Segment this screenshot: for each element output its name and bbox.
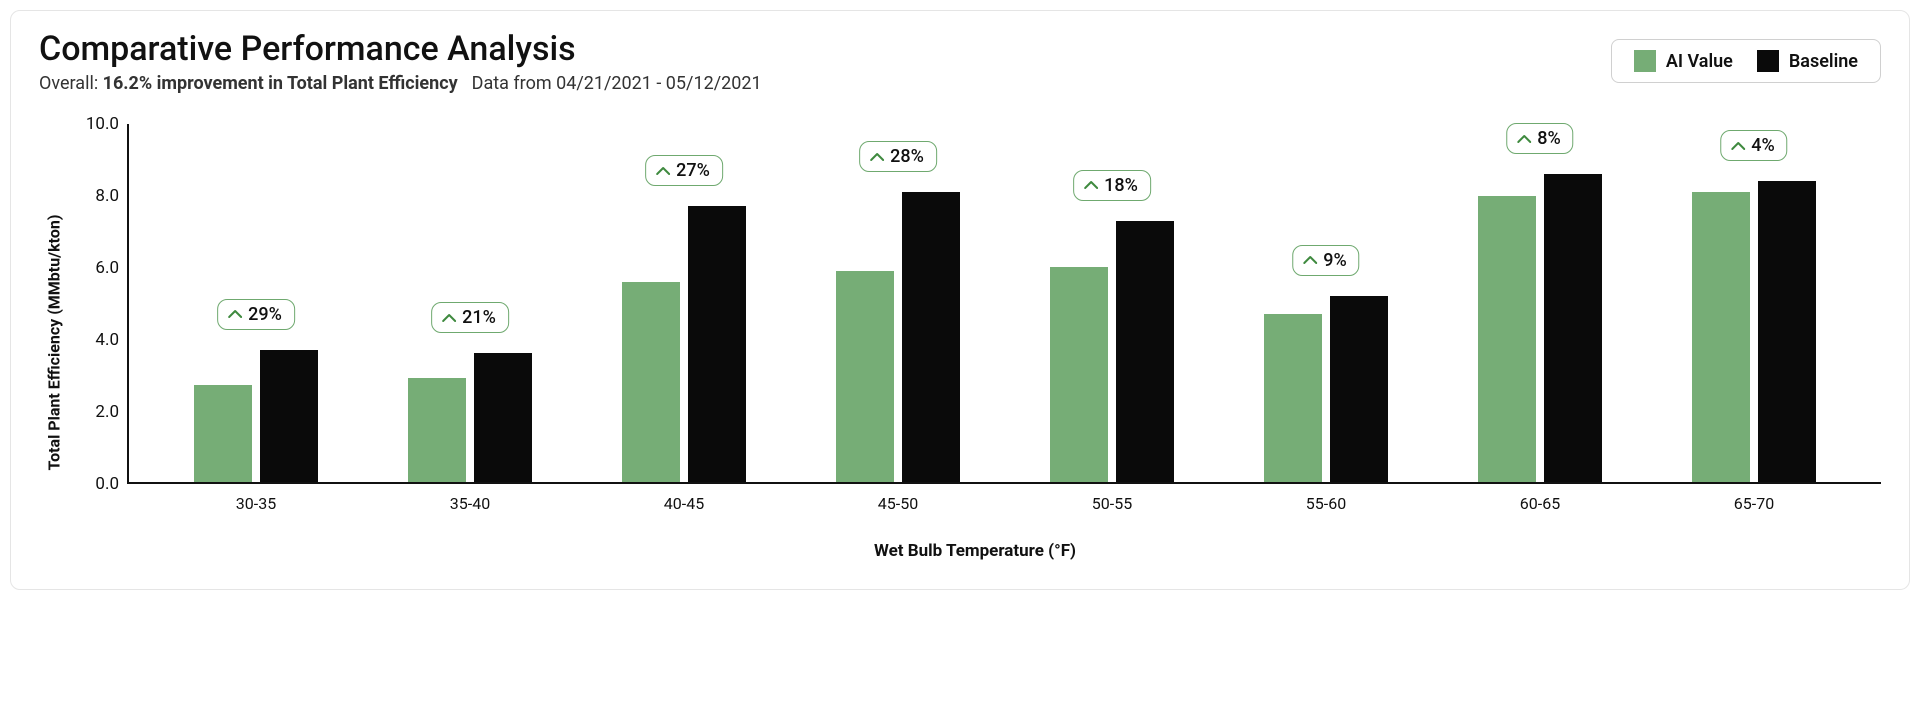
y-tick: 4.0 xyxy=(95,330,119,350)
chevron-up-icon xyxy=(1517,134,1531,144)
legend: AI Value Baseline xyxy=(1611,39,1881,83)
chevron-up-icon xyxy=(1084,180,1098,190)
bar-group: 4% xyxy=(1647,124,1861,482)
x-tick: 65-70 xyxy=(1647,484,1861,513)
y-axis: 0.02.04.06.08.010.0 xyxy=(69,124,129,484)
improvement-value: 21% xyxy=(462,307,496,328)
badge-holder: 29% xyxy=(217,299,295,340)
legend-swatch-baseline xyxy=(1757,50,1779,72)
bar-group: 9% xyxy=(1219,124,1433,482)
badge-holder: 27% xyxy=(645,155,723,196)
legend-label-ai: AI Value xyxy=(1666,51,1733,72)
bar-baseline xyxy=(1330,296,1388,482)
badge-holder: 4% xyxy=(1720,130,1787,171)
badge-holder: 21% xyxy=(431,302,509,343)
x-tick: 45-50 xyxy=(791,484,1005,513)
x-axis-ticks: 30-3535-4040-4545-5050-5555-6060-6565-70 xyxy=(129,484,1881,513)
bar-ai xyxy=(622,282,680,482)
bar-ai xyxy=(1050,267,1108,482)
improvement-badge: 8% xyxy=(1506,123,1573,154)
improvement-badge: 29% xyxy=(217,299,295,330)
subtitle-strong: 16.2% improvement in Total Plant Efficie… xyxy=(103,73,458,94)
chart-subtitle: Overall: 16.2% improvement in Total Plan… xyxy=(39,73,762,94)
legend-swatch-ai xyxy=(1634,50,1656,72)
title-block: Comparative Performance Analysis Overall… xyxy=(39,29,762,124)
improvement-value: 9% xyxy=(1323,250,1346,271)
x-tick: 55-60 xyxy=(1219,484,1433,513)
improvement-value: 18% xyxy=(1104,175,1138,196)
bar-group: 27% xyxy=(577,124,791,482)
chevron-up-icon xyxy=(1731,141,1745,151)
bar-baseline xyxy=(1544,174,1602,482)
badge-holder: 28% xyxy=(859,141,937,182)
chevron-up-icon xyxy=(870,152,884,162)
bar-baseline xyxy=(902,192,960,482)
bar-ai xyxy=(1264,314,1322,482)
badge-holder: 9% xyxy=(1292,245,1359,286)
plot-area: 29% 21% 27% 28% 18% 9% 8% 4% xyxy=(129,124,1881,484)
bar-ai xyxy=(836,271,894,482)
bars-wrap xyxy=(1433,124,1647,482)
bars-wrap xyxy=(1647,124,1861,482)
y-tick: 6.0 xyxy=(95,258,119,278)
y-axis-label-wrap: Total Plant Efficiency (MMbtu/kton) xyxy=(39,124,69,561)
bars-wrap xyxy=(1219,124,1433,482)
bar-group: 21% xyxy=(363,124,577,482)
legend-label-baseline: Baseline xyxy=(1789,51,1858,72)
y-tick: 2.0 xyxy=(95,402,119,422)
legend-item-baseline: Baseline xyxy=(1757,50,1858,72)
plot-row: 0.02.04.06.08.010.0 29%21%27%28%18%9%8%4… xyxy=(69,124,1881,484)
x-tick: 35-40 xyxy=(363,484,577,513)
bar-ai xyxy=(408,378,466,482)
chart-card: Comparative Performance Analysis Overall… xyxy=(10,10,1910,590)
legend-item-ai: AI Value xyxy=(1634,50,1733,72)
improvement-value: 29% xyxy=(248,304,282,325)
improvement-value: 28% xyxy=(890,146,924,167)
x-axis-row: 30-3535-4040-4545-5050-5555-6060-6565-70 xyxy=(69,484,1881,513)
x-tick: 60-65 xyxy=(1433,484,1647,513)
chevron-up-icon xyxy=(442,313,456,323)
chevron-up-icon xyxy=(656,166,670,176)
header-row: Comparative Performance Analysis Overall… xyxy=(39,29,1881,124)
improvement-badge: 18% xyxy=(1073,170,1151,201)
y-tick: 0.0 xyxy=(95,474,119,494)
chevron-up-icon xyxy=(1303,255,1317,265)
bar-ai xyxy=(1478,196,1536,482)
y-axis-label: Total Plant Efficiency (MMbtu/kton) xyxy=(45,215,64,471)
improvement-badge: 21% xyxy=(431,302,509,333)
y-tick: 8.0 xyxy=(95,186,119,206)
x-axis-label: Wet Bulb Temperature (°F) xyxy=(69,541,1881,561)
bar-baseline xyxy=(474,353,532,482)
subtitle-prefix: Overall: xyxy=(39,73,103,94)
chart-title: Comparative Performance Analysis xyxy=(39,29,762,69)
plot-column: 0.02.04.06.08.010.0 29%21%27%28%18%9%8%4… xyxy=(69,124,1881,561)
subtitle-daterange: Data from 04/21/2021 - 05/12/2021 xyxy=(472,73,762,94)
bar-baseline xyxy=(1116,221,1174,482)
x-tick: 50-55 xyxy=(1005,484,1219,513)
badge-holder: 8% xyxy=(1506,123,1573,164)
bar-ai xyxy=(194,385,252,482)
improvement-badge: 28% xyxy=(859,141,937,172)
bar-group: 18% xyxy=(1005,124,1219,482)
bar-group: 8% xyxy=(1433,124,1647,482)
x-tick: 40-45 xyxy=(577,484,791,513)
improvement-value: 8% xyxy=(1537,128,1560,149)
badge-holder: 18% xyxy=(1073,170,1151,211)
chevron-up-icon xyxy=(228,309,242,319)
improvement-badge: 27% xyxy=(645,155,723,186)
improvement-badge: 4% xyxy=(1720,130,1787,161)
bar-group: 29% xyxy=(149,124,363,482)
bar-baseline xyxy=(260,350,318,482)
bar-baseline xyxy=(1758,181,1816,482)
bar-baseline xyxy=(688,206,746,482)
x-tick: 30-35 xyxy=(149,484,363,513)
improvement-value: 27% xyxy=(676,160,710,181)
improvement-value: 4% xyxy=(1751,135,1774,156)
chart-area: Total Plant Efficiency (MMbtu/kton) 0.0 2… xyxy=(39,124,1881,561)
bar-ai xyxy=(1692,192,1750,482)
bar-group: 28% xyxy=(791,124,1005,482)
y-tick: 10.0 xyxy=(86,114,119,134)
improvement-badge: 9% xyxy=(1292,245,1359,276)
